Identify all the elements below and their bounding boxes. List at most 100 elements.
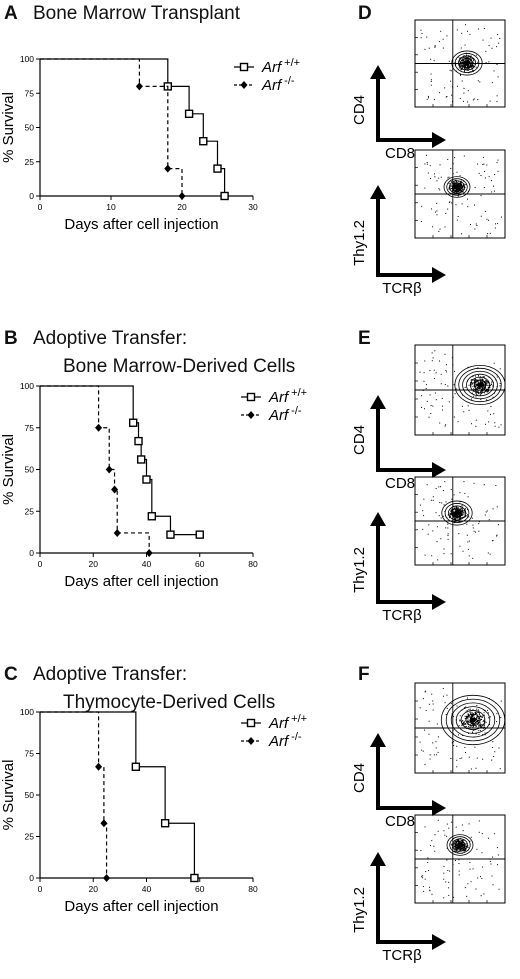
- event: [483, 724, 485, 726]
- event: [470, 717, 472, 719]
- event: [433, 98, 435, 100]
- event: [487, 391, 489, 393]
- event: [464, 64, 466, 66]
- event: [469, 725, 471, 727]
- event: [475, 719, 477, 721]
- data-point: [111, 485, 119, 494]
- event: [421, 395, 423, 397]
- event: [459, 514, 461, 516]
- arrow-head: [370, 185, 386, 199]
- contour: [441, 500, 473, 526]
- event: [499, 368, 501, 370]
- arrow-head: [370, 65, 386, 79]
- event: [484, 383, 486, 385]
- event: [466, 843, 468, 845]
- flow-x-label: TCRβ: [382, 280, 422, 297]
- event: [472, 714, 474, 716]
- event: [443, 830, 445, 832]
- event: [473, 530, 475, 532]
- event: [467, 713, 469, 715]
- event: [454, 850, 456, 852]
- event: [456, 181, 458, 183]
- event: [496, 162, 498, 164]
- event: [471, 725, 473, 727]
- event: [463, 845, 465, 847]
- event: [485, 390, 487, 392]
- event: [476, 393, 478, 395]
- data-point: [136, 455, 146, 464]
- event: [445, 881, 447, 883]
- event: [491, 47, 493, 49]
- event: [470, 881, 472, 883]
- event: [496, 100, 498, 102]
- event: [472, 723, 474, 725]
- event: [458, 863, 460, 865]
- event: [457, 507, 459, 509]
- event: [478, 172, 480, 174]
- event: [432, 700, 434, 702]
- event: [469, 708, 471, 710]
- y-tick-label: 100: [20, 54, 34, 64]
- event: [481, 877, 483, 879]
- event: [427, 862, 429, 864]
- event: [444, 383, 446, 385]
- arrow-head: [370, 395, 386, 409]
- event: [477, 80, 479, 82]
- event: [493, 190, 495, 192]
- event: [490, 385, 492, 387]
- event: [460, 69, 462, 71]
- event: [459, 501, 461, 503]
- event: [479, 725, 481, 727]
- event: [497, 524, 499, 526]
- event: [463, 155, 465, 157]
- event: [483, 893, 485, 895]
- event: [478, 521, 480, 523]
- event: [434, 45, 436, 47]
- event: [456, 219, 458, 221]
- event: [494, 422, 496, 424]
- event: [478, 733, 480, 735]
- event: [438, 486, 440, 488]
- event: [494, 223, 496, 225]
- event: [454, 848, 456, 850]
- event: [464, 746, 466, 748]
- event: [452, 508, 454, 510]
- event: [425, 690, 427, 692]
- event: [488, 176, 490, 178]
- event: [473, 722, 475, 724]
- arrow-head: [370, 852, 386, 866]
- event: [500, 424, 502, 426]
- event: [473, 715, 475, 717]
- event: [455, 840, 457, 842]
- event: [497, 159, 499, 161]
- event: [456, 506, 458, 508]
- event: [462, 839, 464, 841]
- event: [450, 80, 452, 82]
- event: [459, 719, 461, 721]
- event: [450, 510, 452, 512]
- flow-y-label: Thy1.2: [351, 220, 368, 266]
- event: [461, 724, 463, 726]
- panel-letter-b: B: [4, 328, 18, 349]
- x-arrow-f-top: [376, 800, 446, 816]
- event: [451, 202, 453, 204]
- event: [480, 381, 482, 383]
- contour: [440, 694, 506, 746]
- event: [477, 99, 479, 101]
- flow-plot-f-cd4-cd8: [414, 682, 506, 774]
- event: [456, 516, 458, 518]
- y-axis-label: % Survival: [0, 92, 17, 163]
- event: [466, 67, 468, 69]
- event: [424, 48, 426, 50]
- event: [463, 847, 465, 849]
- event: [470, 58, 472, 60]
- event: [479, 716, 481, 718]
- event: [477, 720, 479, 722]
- event: [467, 720, 469, 722]
- event: [468, 384, 470, 386]
- event: [447, 535, 449, 537]
- contour: [462, 370, 498, 400]
- data-point: [166, 530, 175, 539]
- event: [462, 59, 464, 61]
- event: [475, 888, 477, 890]
